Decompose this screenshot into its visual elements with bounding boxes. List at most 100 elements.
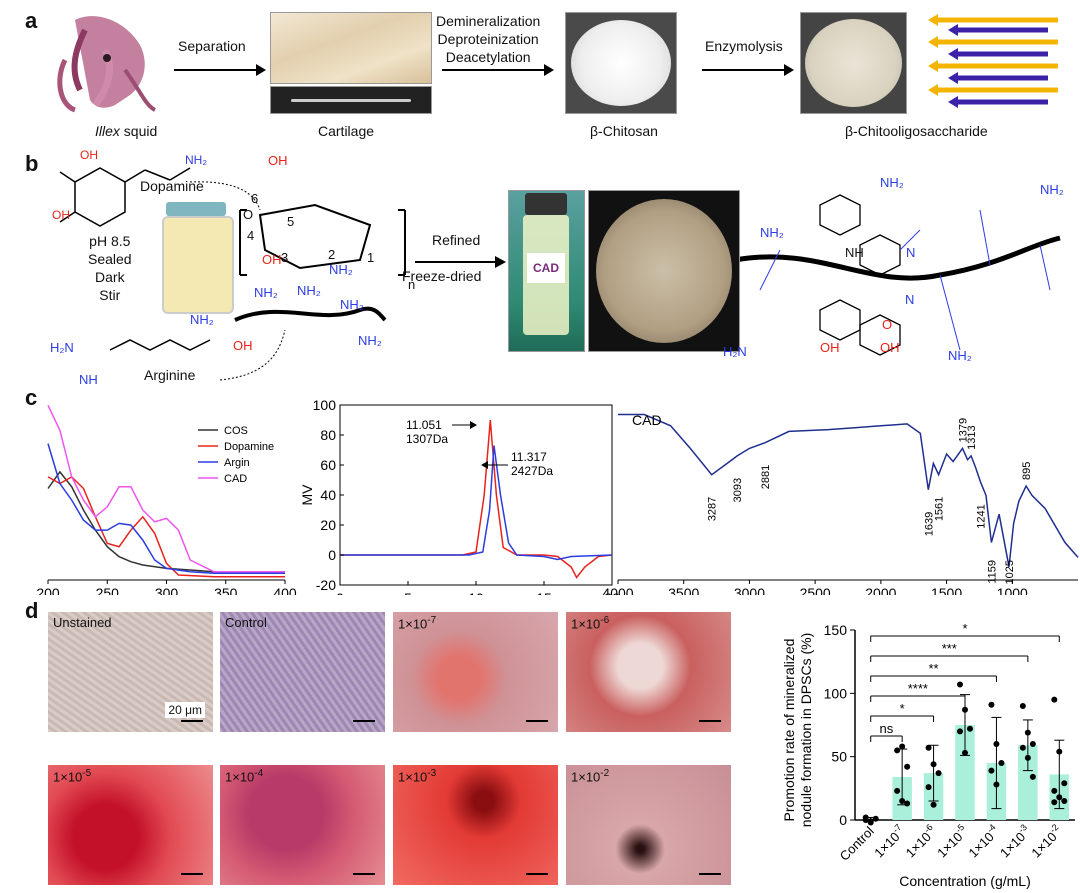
bar-category-label: Control [837, 823, 877, 863]
arg-h2n: H₂N [50, 340, 74, 355]
micrograph-label-exponent: -7 [427, 615, 437, 626]
reaction-conditions: pH 8.5 Sealed Dark Stir [88, 233, 132, 303]
uv-tick-label: 400 [273, 585, 297, 595]
ftir-peak-label: 3093 [732, 478, 744, 502]
c2-nh2: NH₂ [329, 262, 353, 277]
data-point [1056, 794, 1063, 801]
data-point [899, 743, 906, 750]
poly-nh2-4: NH₂ [358, 333, 382, 348]
significance-label: * [962, 621, 967, 636]
process-labels: Demineralization Deproteinization Deacetyl… [436, 13, 541, 65]
c6-oh: OH [268, 153, 288, 168]
data-point [1024, 754, 1031, 761]
gpc-ytick-label: 20 [320, 517, 336, 533]
freeze-label: Freeze-dried [402, 268, 482, 284]
micrograph-label-text: 1×10 [53, 769, 83, 785]
uv-tick-label: 300 [155, 585, 179, 595]
micrograph-2: Control [220, 612, 385, 732]
data-point [1051, 696, 1058, 703]
panel-c-charts: 200250300350400Wavelength (nm)COSDopamin… [36, 397, 1079, 595]
scale-bar-label: 20 μm [165, 702, 205, 718]
cad-nh2-2: NH₂ [1040, 182, 1064, 197]
gpc-ytick-label: 40 [320, 487, 336, 503]
oligo-arrow-head [948, 24, 958, 36]
gpc-xtick-label: 10 [468, 590, 484, 595]
chitosan-label: β-Chitosan [590, 123, 658, 139]
micrograph-label: 1×10-5 [53, 768, 91, 784]
data-point [1024, 729, 1031, 736]
arg-oh: OH [233, 338, 253, 353]
poly-nh2-1: NH₂ [254, 285, 278, 300]
cad-nh: NH [845, 245, 864, 260]
ftir-peak-label: 3287 [707, 497, 719, 521]
uv-legend-label: Dopamine [224, 441, 274, 453]
data-point [925, 744, 932, 751]
panel-letter-c: c [25, 385, 38, 410]
gpc-ytick-label: 80 [320, 427, 336, 443]
uv-legend-label: CAD [224, 473, 247, 485]
bar-ylabel-line: nodule formation in DPSCs (%) [798, 633, 814, 828]
data-point [872, 815, 879, 822]
ring-num-5: 5 [287, 214, 295, 229]
data-point [1029, 773, 1036, 780]
oligo-arrow-head [948, 96, 958, 108]
arg-nh: NH [79, 372, 98, 387]
ftir-title: CAD [632, 412, 662, 428]
data-point [1061, 798, 1068, 804]
ftir-peak-label: 1025 [1004, 560, 1016, 584]
panel-letter-b: b [25, 151, 39, 176]
ftir-tick-label: 4000 [602, 585, 633, 595]
squid-image [57, 16, 157, 113]
data-point [1061, 780, 1068, 787]
scale-bar [353, 873, 375, 875]
data-point [957, 681, 963, 688]
uv-series-cos [47, 470, 285, 573]
data-point [967, 725, 973, 732]
gpc-xtick-label: 5 [404, 590, 412, 595]
gpc-annotation-2-time: 11.317 [511, 450, 547, 464]
micrograph-label: Control [225, 615, 267, 630]
data-point [988, 767, 995, 774]
ring-o: O [243, 207, 254, 222]
poly-nh2-3: NH₂ [340, 297, 364, 312]
arrow-enzymolysis [702, 64, 794, 76]
gpc-xtick-label: 20 [604, 590, 620, 595]
significance-label: ** [929, 661, 939, 676]
enzymolysis-label: Enzymolysis [705, 38, 783, 54]
ftir-tick-label: 3500 [668, 585, 699, 595]
ftir-tick-label: 3000 [734, 585, 765, 595]
ftir-peak-label: 895 [1021, 462, 1033, 480]
cos-photo [800, 12, 907, 114]
gpc-annotation-1-arrowhead [470, 421, 477, 429]
category-base: Control [837, 823, 877, 863]
ftir-peak-label: 2881 [760, 465, 772, 489]
data-point [1056, 748, 1063, 755]
oligo-arrow-head [928, 60, 938, 72]
c3-oh: OH [262, 252, 282, 267]
cad-n-1: N [906, 245, 916, 260]
micrograph-7: 1×10-3 [393, 765, 558, 885]
bar-category-label: 1×10-3 [996, 822, 1034, 860]
repeat-n: n [408, 277, 416, 292]
reaction-jar [162, 202, 234, 314]
data-point [993, 741, 1000, 747]
uv-series-cad [47, 404, 285, 573]
data-point [1019, 744, 1026, 751]
significance-label: ns [880, 721, 894, 736]
data-point [962, 706, 968, 713]
bar [1018, 745, 1038, 820]
dopamine-oh-1: OH [80, 148, 98, 162]
cad-nh2-3: NH₂ [760, 225, 784, 240]
bar-category-label: 1×10-6 [901, 822, 939, 860]
micrograph-label-exponent: -5 [82, 768, 92, 779]
data-point [899, 798, 906, 804]
uv-tick-label: 200 [36, 585, 60, 595]
bar-ylabel-line: Promotion rate of mineralized [781, 639, 797, 822]
uv-tick-label: 250 [96, 585, 120, 595]
micrograph-label-exponent: -3 [427, 768, 437, 779]
cartilage-photo [270, 12, 432, 84]
uv-legend-label: Argin [224, 457, 250, 469]
oligo-arrow-head [928, 14, 938, 26]
micrograph-label: 1×10-4 [225, 768, 263, 784]
scale-bar [181, 873, 203, 875]
